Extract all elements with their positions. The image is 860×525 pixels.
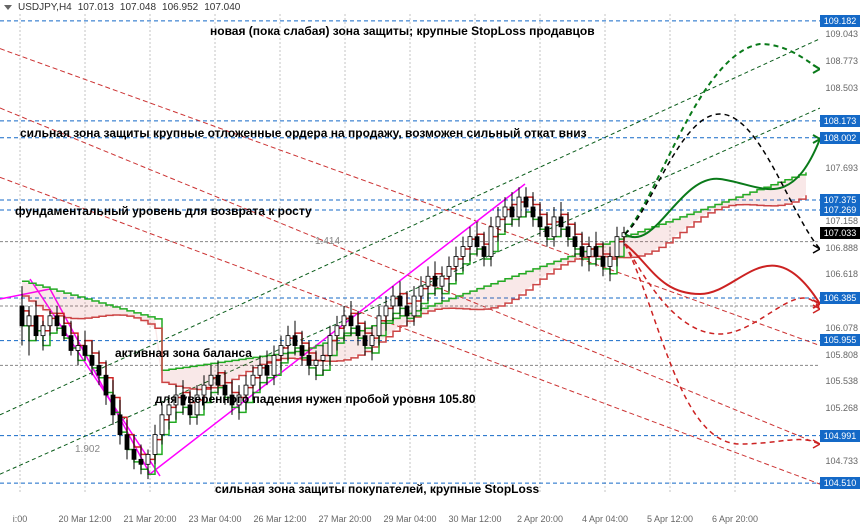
- price-level-label: 107.269: [820, 204, 860, 216]
- x-tick: 30 Mar 12:00: [448, 514, 501, 524]
- symbol-label: USDJPY,H4: [18, 2, 72, 13]
- y-tick: 106.078: [825, 323, 858, 333]
- y-tick: 105.538: [825, 376, 858, 386]
- chart-svg: [0, 14, 820, 510]
- price-level-label: 107.033: [820, 227, 860, 239]
- fib-level-label: 1.902: [75, 444, 100, 455]
- price-level-label: 105.955: [820, 334, 860, 346]
- price-level-label: 108.173: [820, 115, 860, 127]
- dropdown-icon[interactable]: [4, 5, 12, 10]
- chart-annotation: для уверенного падения нужен пробой уров…: [155, 392, 476, 406]
- chart-annotation: новая (пока слабая) зона защиты; крупные…: [210, 24, 595, 38]
- x-tick: 5 Apr 12:00: [647, 514, 693, 524]
- y-tick: 108.503: [825, 83, 858, 93]
- y-tick: 106.888: [825, 243, 858, 253]
- y-axis: 109.043 108.773 108.503 107.693 107.158 106.8…: [820, 14, 860, 510]
- chart-annotation: активная зона баланса: [115, 346, 252, 360]
- x-tick: 4 Apr 04:00: [582, 514, 628, 524]
- x-tick: 23 Mar 04:00: [188, 514, 241, 524]
- x-tick: 27 Mar 20:00: [318, 514, 371, 524]
- x-tick: 6 Apr 20:00: [712, 514, 758, 524]
- y-tick: 108.773: [825, 56, 858, 66]
- y-tick: 107.158: [825, 216, 858, 226]
- ohlc-c: 107.040: [204, 2, 240, 13]
- y-tick: 104.733: [825, 456, 858, 466]
- forex-chart: USDJPY,H4 107.013 107.048 106.952 107.04…: [0, 0, 860, 525]
- y-tick: 105.808: [825, 350, 858, 360]
- x-tick: 26 Mar 12:00: [253, 514, 306, 524]
- chart-annotation: фундаментальный уровень для возврата к р…: [15, 204, 312, 218]
- price-level-label: 109.182: [820, 15, 860, 27]
- chart-header: USDJPY,H4 107.013 107.048 106.952 107.04…: [0, 0, 860, 14]
- fib-level-label: 1.414: [315, 236, 340, 247]
- ohlc-o: 107.013: [78, 2, 114, 13]
- x-tick: 2 Apr 20:00: [517, 514, 563, 524]
- price-level-label: 108.002: [820, 132, 860, 144]
- ohlc-h: 107.048: [120, 2, 156, 13]
- x-tick: 21 Mar 20:00: [123, 514, 176, 524]
- chart-annotation: сильная зона защиты крупные отложенные о…: [20, 126, 587, 140]
- x-tick: 29 Mar 04:00: [383, 514, 436, 524]
- y-tick: 105.268: [825, 403, 858, 413]
- price-level-label: 106.385: [820, 292, 860, 304]
- price-level-label: 104.991: [820, 430, 860, 442]
- y-tick: 109.043: [825, 29, 858, 39]
- chart-annotation: сильная зона защиты покупателей, крупные…: [215, 482, 539, 496]
- y-tick: 107.693: [825, 163, 858, 173]
- x-tick: i:00: [13, 514, 28, 524]
- plot-area[interactable]: новая (пока слабая) зона защиты; крупные…: [0, 14, 820, 510]
- y-tick: 106.618: [825, 269, 858, 279]
- x-tick: 20 Mar 12:00: [58, 514, 111, 524]
- x-axis: i:00 20 Mar 12:00 21 Mar 20:00 23 Mar 04:00…: [0, 510, 820, 525]
- ohlc-l: 106.952: [162, 2, 198, 13]
- price-level-label: 104.510: [820, 477, 860, 489]
